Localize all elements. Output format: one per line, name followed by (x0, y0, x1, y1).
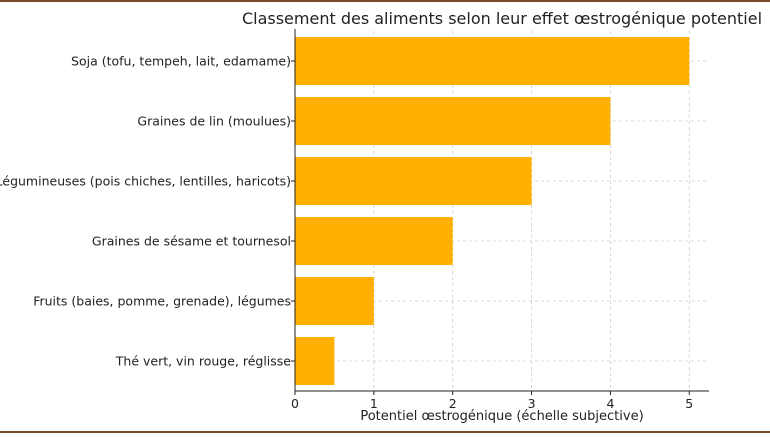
x-tick-label: 4 (606, 396, 614, 411)
bar (295, 217, 453, 265)
x-tick-label: 2 (449, 396, 457, 411)
bars (295, 37, 690, 385)
x-tick-labels: 0 1 2 3 4 5 (291, 396, 693, 411)
chart-title: Classement des aliments selon leur effet… (242, 9, 762, 28)
y-tick-label: Légumineuses (pois chiches, lentilles, h… (0, 174, 291, 189)
axes (291, 29, 709, 395)
bottom-border (0, 428, 770, 433)
bar (295, 97, 611, 145)
y-tick-label: Thé vert, vin rouge, réglisse (115, 354, 292, 369)
x-axis-label: Potentiel œstrogénique (échelle subjecti… (360, 409, 643, 424)
bar (295, 337, 335, 385)
bar (295, 157, 532, 205)
y-tick-label: Fruits (baies, pomme, grenade), légumes (33, 294, 291, 309)
y-tick-label: Soja (tofu, tempeh, lait, edamame) (71, 54, 291, 69)
bar (295, 37, 690, 85)
bar (295, 277, 374, 325)
y-tick-labels: Soja (tofu, tempeh, lait, edamame) Graine… (0, 54, 291, 369)
y-tick-label: Graines de lin (moulues) (137, 114, 291, 129)
x-tick-label: 5 (685, 396, 693, 411)
x-tick-label: 1 (370, 396, 378, 411)
top-border (0, 0, 770, 5)
x-tick-label: 0 (291, 396, 299, 411)
x-tick-label: 3 (528, 396, 536, 411)
y-tick-label: Graines de sésame et tournesol (92, 234, 291, 249)
